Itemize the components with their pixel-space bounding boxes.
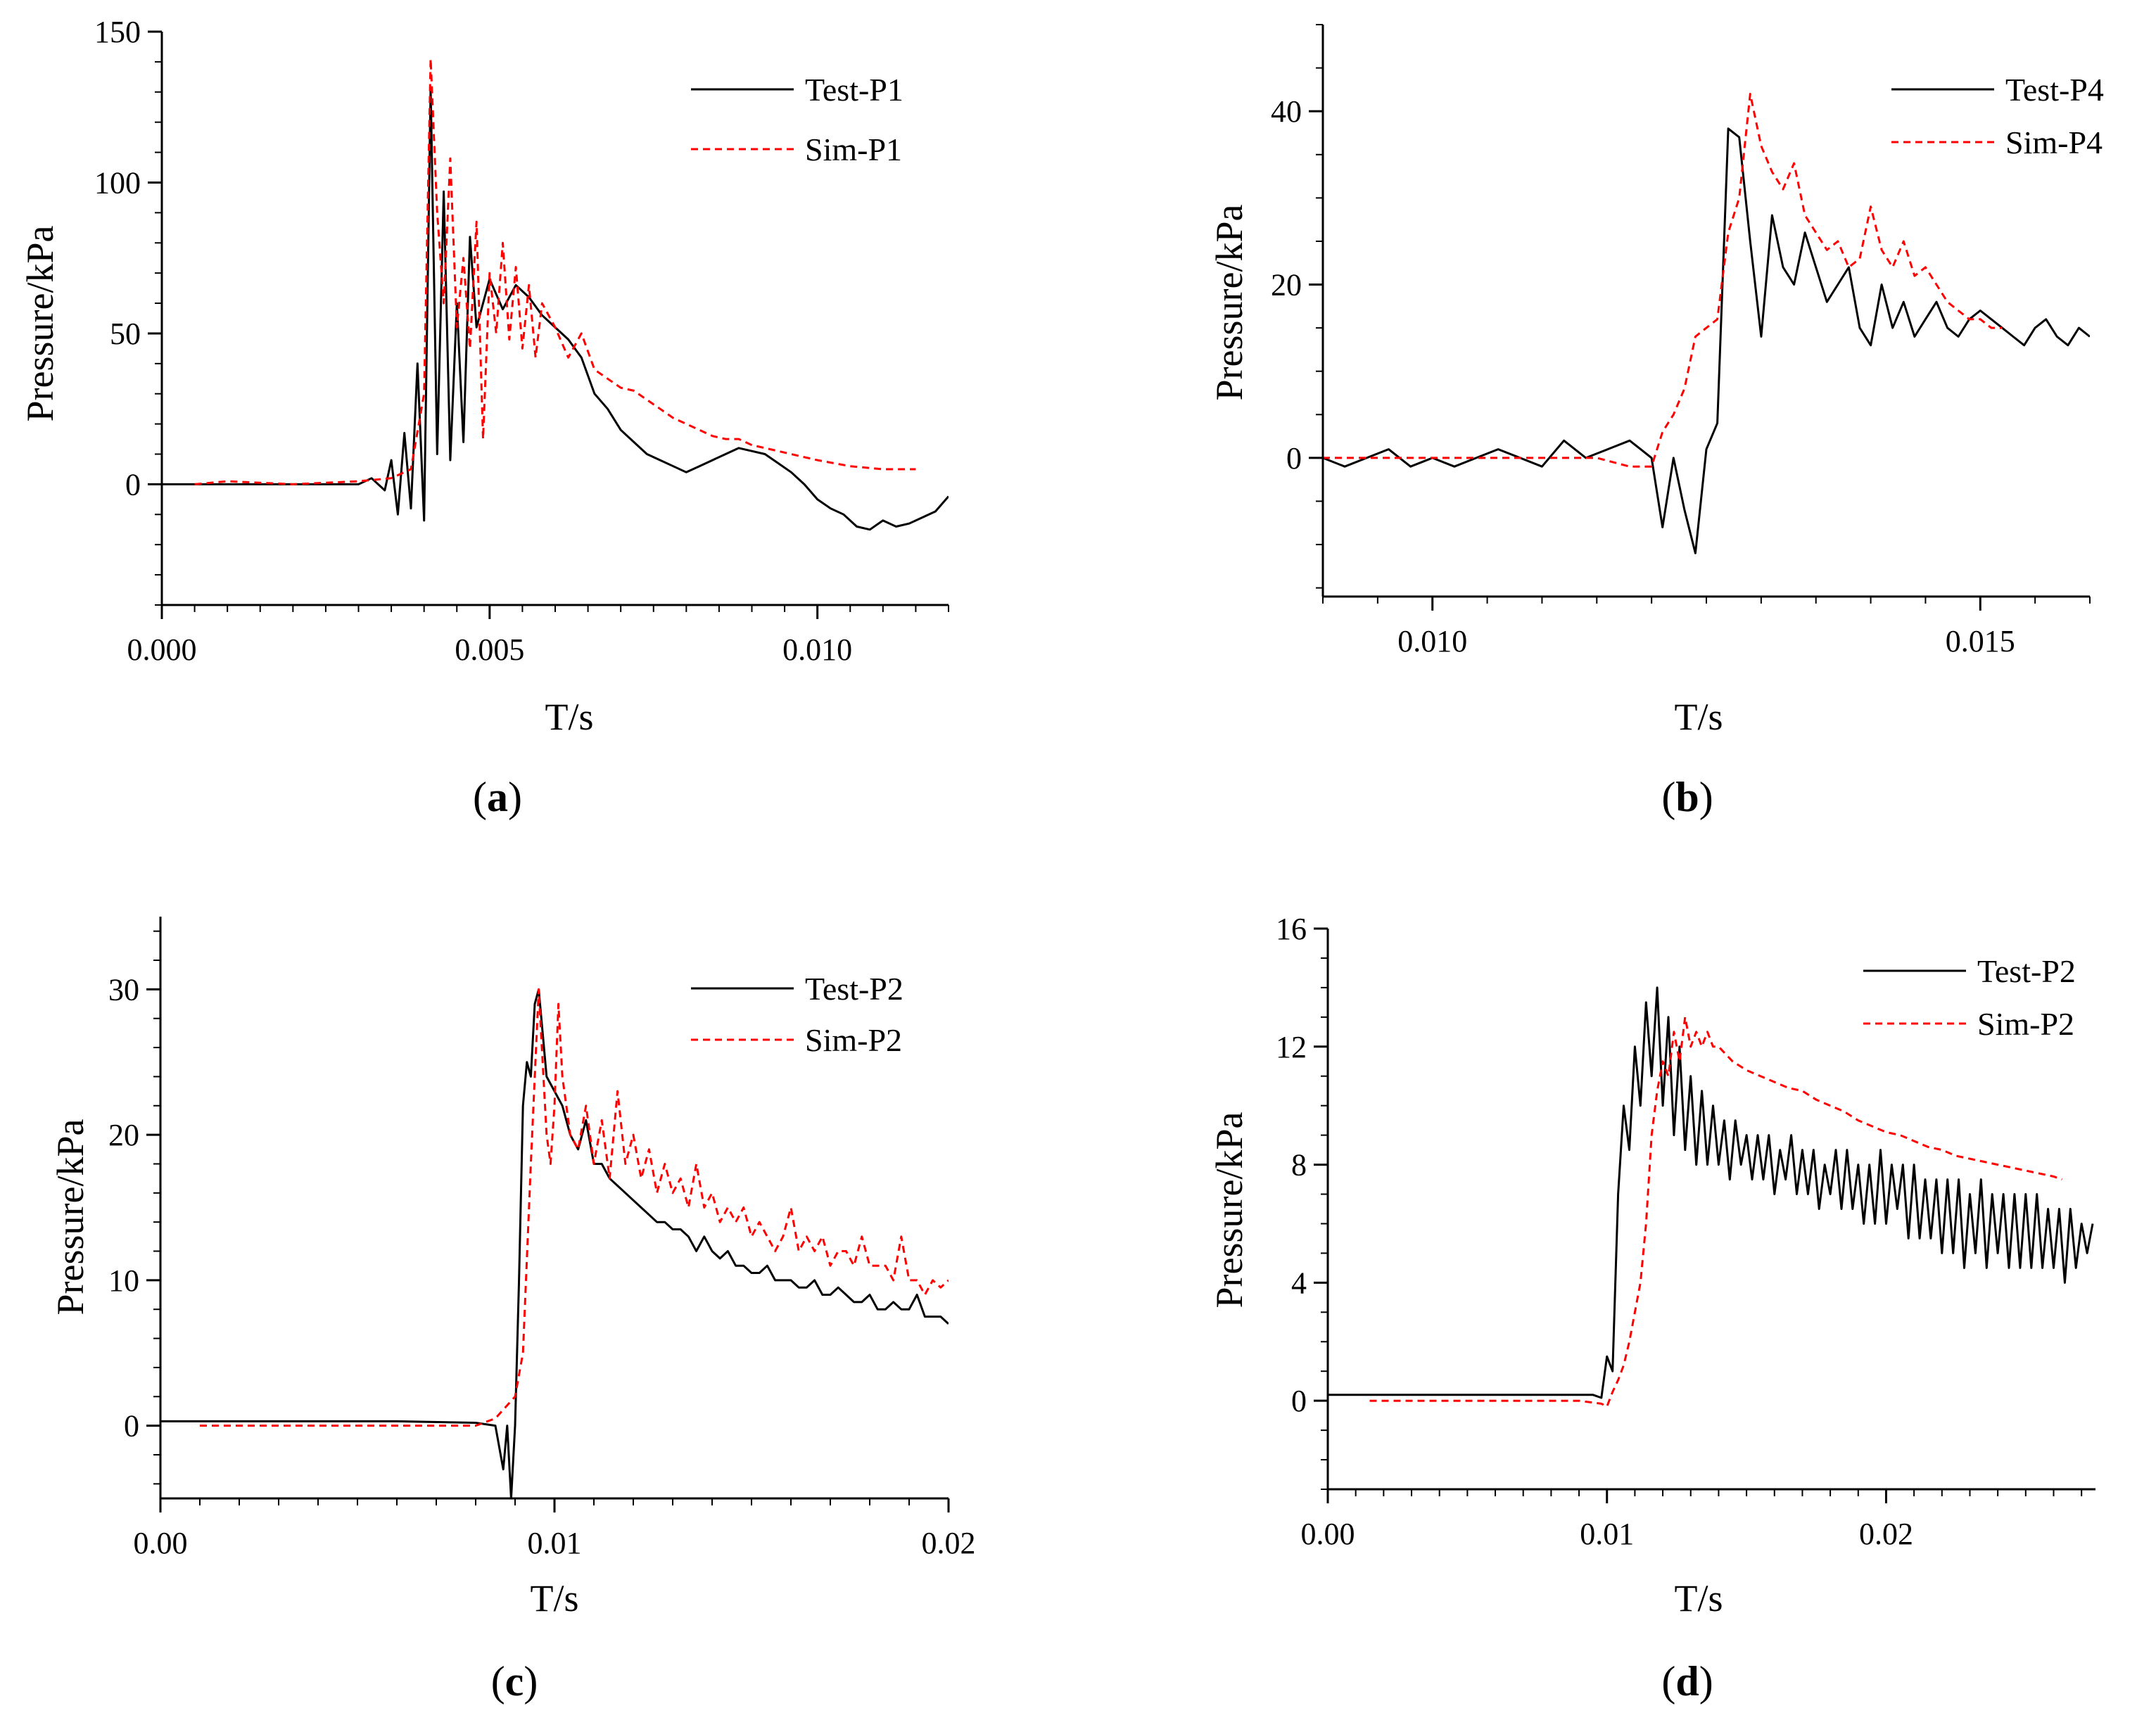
x-tick-label-c: 0.01 xyxy=(528,1526,582,1560)
x-tick-label-c: 0.02 xyxy=(922,1526,976,1560)
y-tick-label-b: 0 xyxy=(1286,441,1302,476)
series-line-test-p1-a xyxy=(162,88,949,531)
panel-label-a: (a) xyxy=(473,774,522,820)
legend-a: Test-P1 Sim-P1 xyxy=(691,72,903,167)
y-axis-title-a: Pressure/kPa xyxy=(19,225,61,421)
series-line-sim-p4-b xyxy=(1323,93,2003,468)
panel-label-d: (d) xyxy=(1661,1658,1713,1705)
y-tick-label-c: 30 xyxy=(108,972,139,1007)
chart-panel-a: 0.000 0.005 0.010 0 50 100 150 T/s Pressure/kP… xyxy=(19,15,949,820)
y-tick-label-c: 10 xyxy=(108,1263,139,1298)
legend-label-sim-p1: Sim-P1 xyxy=(805,132,902,167)
y-tick-label-a: 50 xyxy=(110,317,141,351)
series-line-sim-p2-d xyxy=(1369,1016,2062,1408)
y-tick-label-d: 16 xyxy=(1276,912,1307,946)
series-line-test-p4-b xyxy=(1323,127,2090,554)
legend-label-sim-p4: Sim-P4 xyxy=(2005,125,2103,160)
legend-label-sim-p2-c: Sim-P2 xyxy=(805,1022,902,1058)
plot-area-a: 0.000 0.005 0.010 0 50 100 150 xyxy=(94,15,949,667)
chart-panel-b: 0.010 0.015 0 20 40 T/s Pressure/kPa (b) Tes… xyxy=(1208,24,2104,820)
plot-area-c: 0.00 0.01 0.02 0 10 20 30 xyxy=(108,917,976,1560)
legend-label-test-p2-c: Test-P2 xyxy=(805,971,903,1007)
y-axis-title-b: Pressure/kPa xyxy=(1208,204,1250,400)
x-tick-label-d: 0.00 xyxy=(1301,1517,1355,1551)
x-tick-label-a: 0.010 xyxy=(782,632,852,667)
x-tick-label-c: 0.00 xyxy=(134,1526,188,1560)
legend-label-test-p1: Test-P1 xyxy=(805,72,903,108)
y-tick-label-c: 0 xyxy=(124,1409,139,1444)
y-tick-label-b: 40 xyxy=(1271,94,1302,129)
y-tick-label-d: 4 xyxy=(1291,1266,1307,1300)
y-tick-label-a: 0 xyxy=(125,467,141,502)
series-line-test-p2-d xyxy=(1328,986,2094,1399)
panel-label-b: (b) xyxy=(1661,774,1713,820)
y-tick-label-d: 0 xyxy=(1291,1384,1307,1418)
legend-label-test-p4: Test-P4 xyxy=(2005,72,2104,108)
x-tick-label-d: 0.01 xyxy=(1580,1517,1634,1551)
y-tick-label-d: 12 xyxy=(1276,1030,1307,1064)
x-axis-title-d: T/s xyxy=(1674,1577,1723,1619)
series-line-sim-p1-a xyxy=(194,58,916,485)
y-tick-label-a: 150 xyxy=(94,15,141,49)
x-tick-label-a: 0.000 xyxy=(127,632,197,667)
x-axis-title-c: T/s xyxy=(530,1577,578,1619)
plot-area-d: 0.00 0.01 0.02 0 4 8 12 16 xyxy=(1276,912,2095,1551)
chart-panel-c: 0.00 0.01 0.02 0 10 20 30 T/s Pressure/kPa (c)… xyxy=(49,917,976,1705)
legend-label-sim-p2-d: Sim-P2 xyxy=(1977,1006,2074,1042)
series-line-sim-p2-c xyxy=(200,988,949,1427)
legend-b: Test-P4 Sim-P4 xyxy=(1891,72,2104,160)
legend-c: Test-P2 Sim-P2 xyxy=(691,971,903,1058)
y-tick-label-b: 20 xyxy=(1271,268,1302,302)
x-tick-label-b: 0.010 xyxy=(1397,624,1467,658)
plot-area-b: 0.010 0.015 0 20 40 xyxy=(1271,24,2091,658)
x-tick-label-a: 0.005 xyxy=(455,632,524,667)
panel-label-c: (c) xyxy=(491,1658,538,1705)
chart-panel-d: 0.00 0.01 0.02 0 4 8 12 16 T/s Pressure/kPa (d)… xyxy=(1208,912,2095,1705)
series-line-test-p2-c xyxy=(160,988,949,1498)
legend-d: Test-P2 Sim-P2 xyxy=(1863,953,2076,1042)
y-tick-label-d: 8 xyxy=(1291,1148,1307,1183)
x-axis-title-b: T/s xyxy=(1674,696,1723,738)
y-tick-label-c: 20 xyxy=(108,1118,139,1152)
y-axis-title-c: Pressure/kPa xyxy=(49,1119,91,1315)
x-axis-title-a: T/s xyxy=(545,696,593,738)
y-tick-label-a: 100 xyxy=(94,165,141,200)
x-tick-label-d: 0.02 xyxy=(1859,1517,1913,1551)
x-tick-label-b: 0.015 xyxy=(1946,624,2015,658)
legend-label-test-p2-d: Test-P2 xyxy=(1977,953,2076,989)
y-axis-title-d: Pressure/kPa xyxy=(1208,1111,1250,1308)
